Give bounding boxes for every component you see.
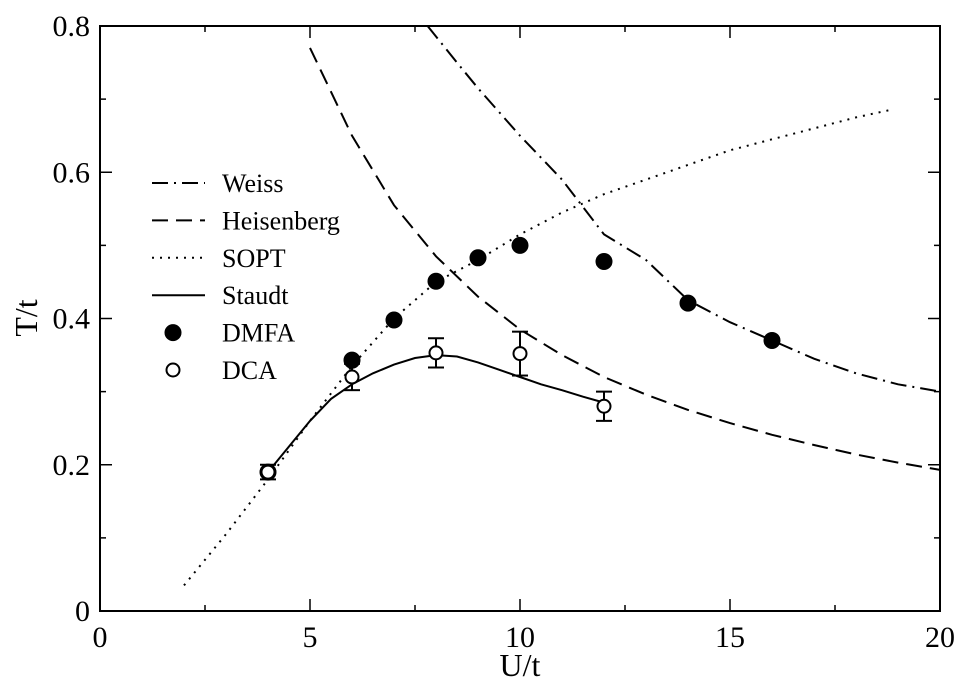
x-tick-label: 20 [925, 621, 955, 654]
dmfa-point [763, 331, 781, 349]
legend-item-sopt: SOPT [152, 244, 286, 273]
x-tick-label: 0 [93, 621, 108, 654]
x-tick-label: 10 [505, 621, 535, 654]
series-weiss [426, 25, 941, 393]
x-tick-label: 15 [715, 621, 745, 654]
legend-label: DCA [222, 356, 277, 385]
dca-point [344, 369, 360, 385]
dca-point [512, 346, 528, 362]
y-tick-label: 0 [75, 595, 90, 628]
y-tick-label: 0.6 [53, 156, 91, 189]
dca-point [428, 345, 444, 361]
legend-item-weiss: Weiss [152, 169, 283, 198]
legend: Weiss Heisenberg SOPT Staudt DMFA DCA [152, 169, 340, 385]
legend-swatch [164, 324, 182, 342]
x-axis-title: U/t [500, 647, 541, 681]
y-tick-label: 0.2 [53, 449, 91, 482]
y-tick-label: 0.4 [53, 303, 91, 336]
dmfa-point [469, 249, 487, 267]
series-line-sopt [183, 109, 890, 587]
dmfa-point [511, 236, 529, 254]
legend-label: Weiss [222, 169, 283, 198]
legend-label: Heisenberg [222, 206, 340, 235]
dca-point [596, 398, 612, 414]
ticks-layer: 0 5 10 15 20 0 0.2 0.4 0.6 0.8 [53, 10, 956, 654]
dca-point [260, 464, 276, 480]
y-axis-title: T/t [8, 299, 44, 336]
legend-label: Staudt [222, 281, 289, 310]
dmfa-point [679, 294, 697, 312]
legend-swatch [165, 362, 181, 378]
series-dca [260, 330, 612, 481]
dmfa-point [595, 252, 613, 270]
legend-item-staudt: Staudt [152, 281, 289, 310]
dmfa-point [385, 311, 403, 329]
series-line-weiss [426, 25, 941, 393]
series-sopt [183, 109, 890, 587]
x-tick-label: 5 [303, 621, 318, 654]
legend-label: SOPT [222, 244, 286, 273]
legend-label: DMFA [222, 319, 295, 348]
legend-item-heisenberg: Heisenberg [152, 206, 340, 235]
dmfa-point [427, 272, 445, 290]
y-tick-label: 0.8 [53, 10, 91, 43]
series-layer [183, 25, 941, 587]
plot-area [99, 25, 941, 612]
legend-item-dca: DCA [165, 356, 277, 385]
legend-item-dmfa: DMFA [164, 319, 295, 348]
